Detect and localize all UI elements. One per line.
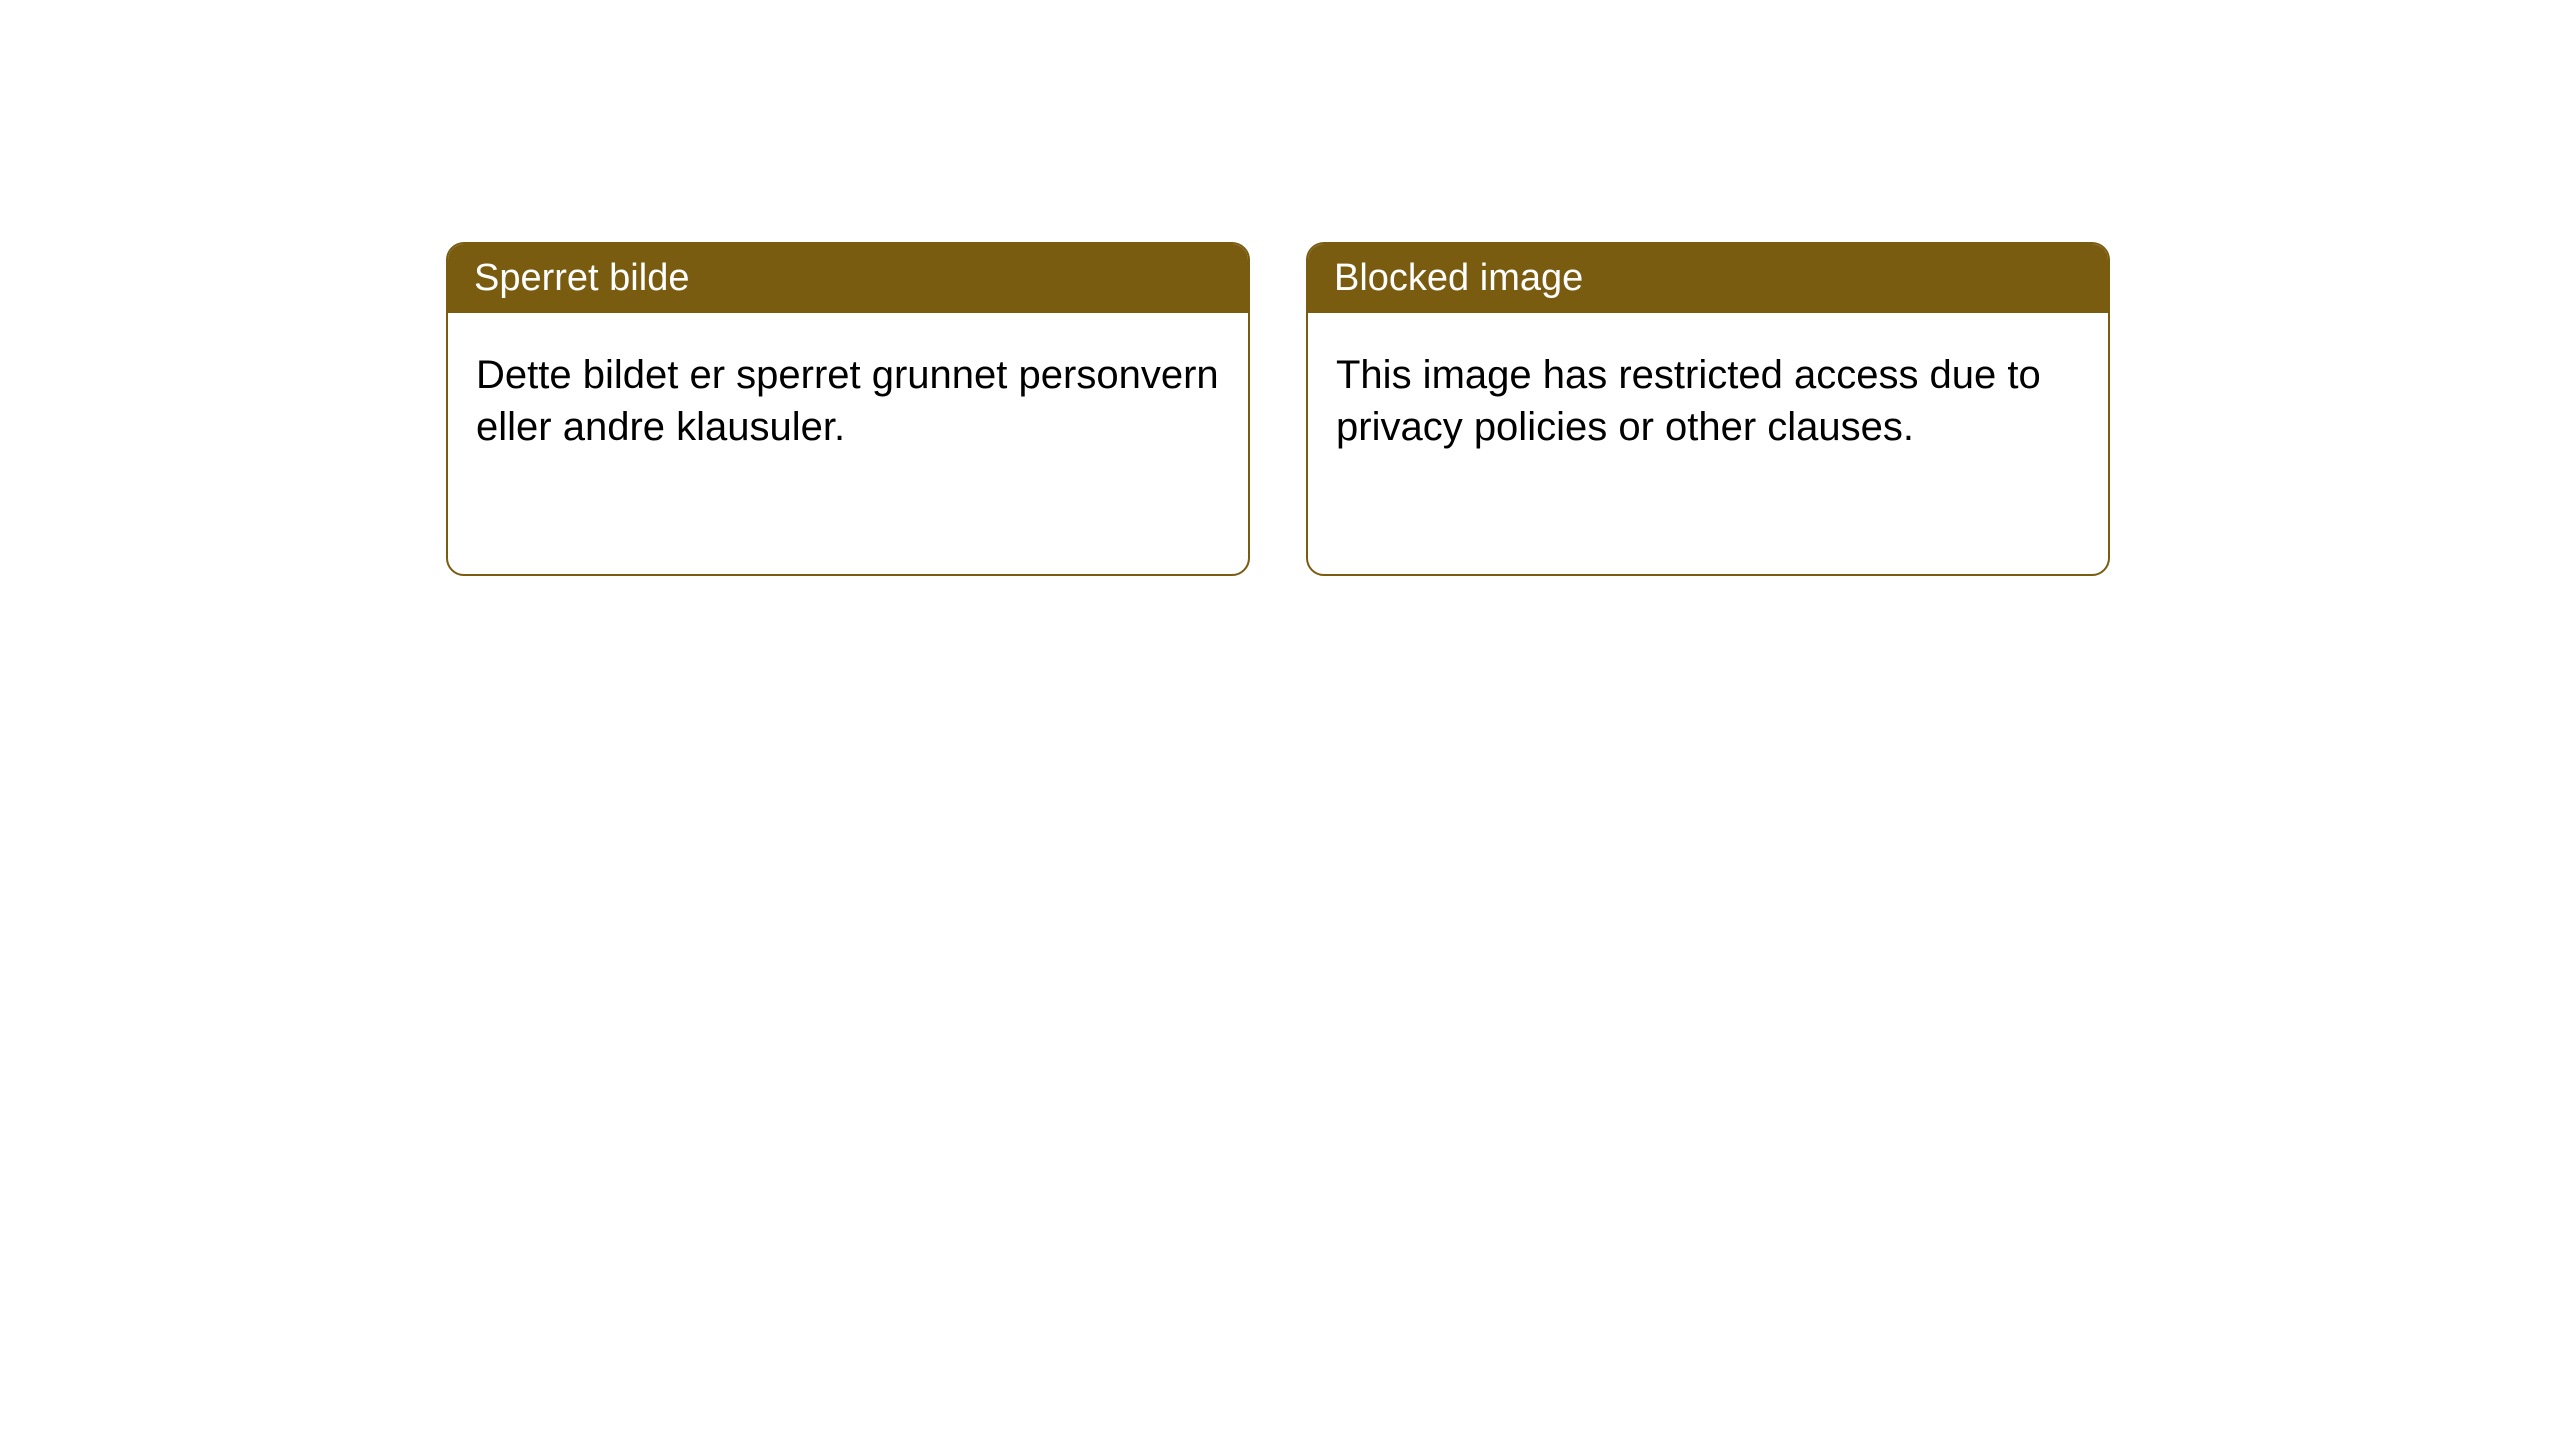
notice-card-english: Blocked image This image has restricted … [1306, 242, 2110, 576]
notice-card-norwegian: Sperret bilde Dette bildet er sperret gr… [446, 242, 1250, 576]
notice-body-norwegian: Dette bildet er sperret grunnet personve… [448, 313, 1248, 489]
notice-title-norwegian: Sperret bilde [448, 244, 1248, 313]
notice-container: Sperret bilde Dette bildet er sperret gr… [0, 0, 2560, 576]
notice-body-english: This image has restricted access due to … [1308, 313, 2108, 489]
notice-title-english: Blocked image [1308, 244, 2108, 313]
